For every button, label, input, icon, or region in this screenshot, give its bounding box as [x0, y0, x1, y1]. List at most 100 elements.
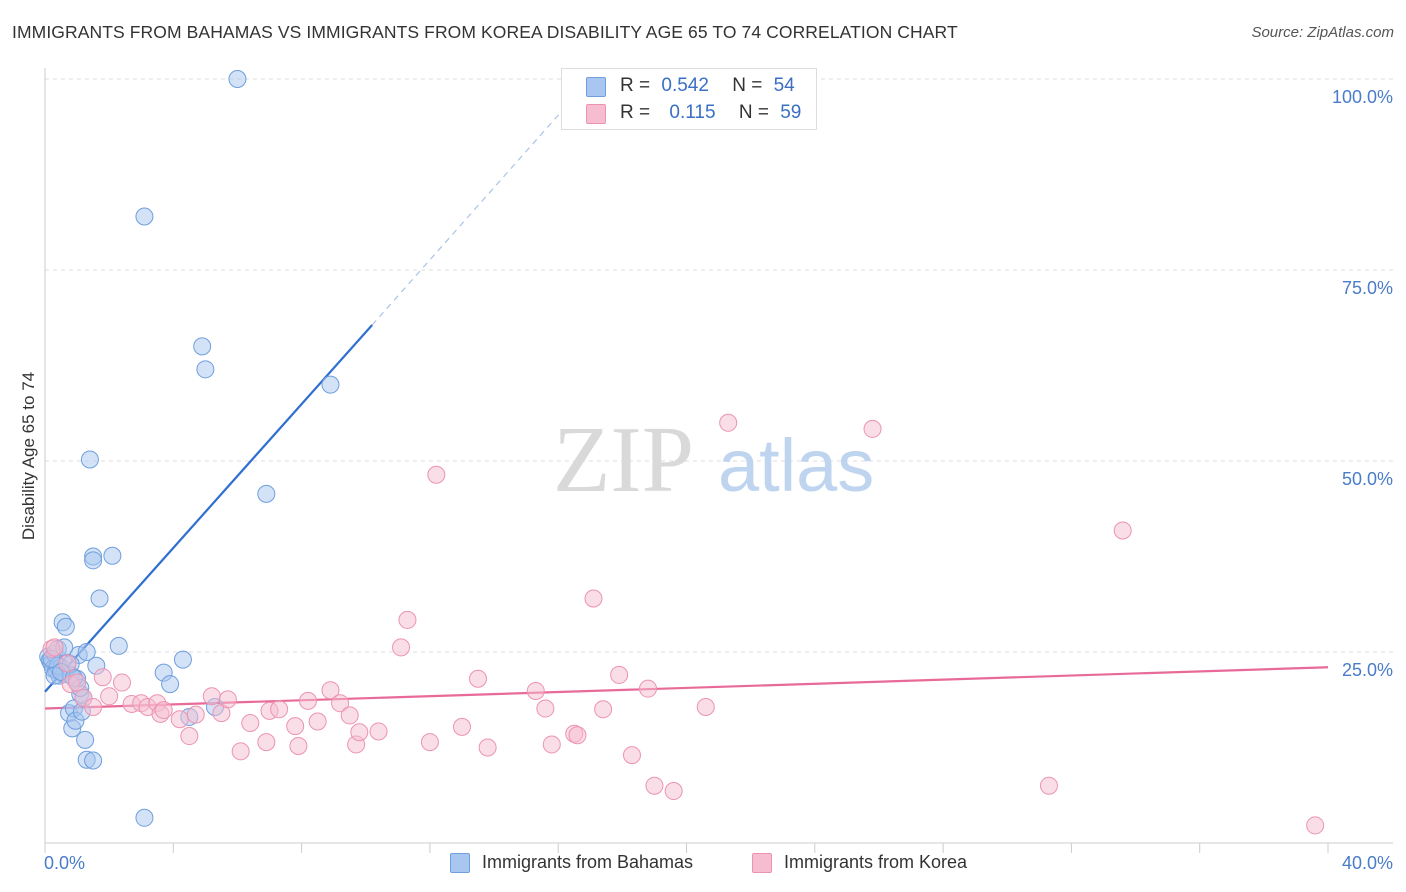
point-korea [231, 742, 250, 761]
bottom-legend-label-korea: Immigrants from Korea [784, 852, 968, 872]
point-korea [1039, 776, 1058, 795]
point-bahamas [193, 337, 212, 356]
point-bahamas [76, 730, 95, 749]
chart-title: IMMIGRANTS FROM BAHAMAS VS IMMIGRANTS FR… [12, 22, 958, 42]
y-tick-label: 75.0% [1342, 278, 1393, 298]
grid-lines [45, 78, 1393, 653]
legend-n-label: N = [732, 75, 763, 96]
point-korea [863, 419, 882, 438]
point-korea [696, 698, 715, 717]
point-korea [241, 714, 260, 733]
trendline-bahamas-extension [371, 78, 591, 326]
x-tick-label: 0.0% [44, 853, 85, 873]
point-korea [45, 638, 64, 657]
point-bahamas [90, 589, 109, 608]
bottom-legend-swatch-korea [752, 853, 772, 873]
legend-n-value-korea: 59 [780, 102, 802, 123]
axes [44, 68, 1393, 853]
point-korea [340, 706, 359, 725]
point-korea [645, 776, 664, 795]
point-korea [58, 654, 77, 673]
point-korea [308, 712, 327, 731]
point-bahamas [196, 360, 215, 379]
point-korea [478, 738, 497, 757]
point-korea [427, 465, 446, 484]
point-korea [1306, 816, 1325, 835]
point-korea [299, 691, 318, 710]
point-korea [289, 736, 308, 755]
bottom-legend-swatch-bahamas [450, 853, 470, 873]
point-korea [594, 700, 613, 719]
point-bahamas [135, 207, 154, 226]
point-korea [93, 668, 112, 687]
point-korea [469, 669, 488, 688]
point-bahamas [77, 643, 96, 661]
point-korea [112, 673, 131, 692]
point-korea [202, 687, 221, 706]
point-korea [270, 700, 289, 719]
point-korea [331, 694, 350, 713]
point-korea [186, 705, 205, 724]
trendline-korea [44, 666, 1329, 710]
trendline-bahamas [44, 324, 373, 693]
y-tick-label: 50.0% [1342, 469, 1393, 489]
legend-swatch-korea [586, 104, 606, 124]
legend-r-value-korea: 0.115 [669, 102, 716, 123]
y-tick-label: 100.0% [1332, 87, 1393, 107]
point-korea [452, 717, 471, 736]
point-korea [100, 687, 119, 706]
point-korea [218, 690, 237, 709]
source-label: Source: ZipAtlas.com [1251, 24, 1394, 41]
trend-lines [44, 78, 1329, 710]
legend-n-value-bahamas: 54 [773, 75, 795, 96]
legend-r-label: R = [620, 102, 651, 123]
point-korea [369, 722, 388, 741]
point-korea [526, 681, 545, 700]
point-korea [568, 726, 587, 745]
point-korea [719, 413, 738, 432]
point-bahamas [56, 617, 75, 636]
point-korea [542, 735, 561, 754]
point-bahamas [80, 450, 99, 469]
watermark-atlas: atlas [718, 424, 874, 507]
point-korea [257, 733, 276, 752]
bottom-legend-label-bahamas: Immigrants from Bahamas [482, 852, 694, 872]
point-korea [536, 699, 555, 718]
point-bahamas [321, 375, 340, 394]
legend-n-label: N = [738, 102, 769, 123]
tick-labels: 25.0% 50.0% 75.0% 100.0% 0.0% 40.0% [44, 87, 1393, 873]
point-bahamas [135, 808, 154, 827]
x-tick-label: 40.0% [1342, 853, 1393, 873]
point-korea [154, 701, 173, 720]
point-korea [610, 665, 629, 684]
point-korea [664, 782, 683, 801]
point-korea [180, 727, 199, 746]
point-korea [350, 723, 369, 742]
point-korea [398, 610, 417, 629]
point-bahamas [173, 650, 192, 669]
point-bahamas [109, 636, 128, 655]
point-korea [286, 717, 305, 736]
y-tick-label: 25.0% [1342, 660, 1393, 680]
point-bahamas [84, 551, 103, 570]
point-bahamas [257, 484, 276, 503]
legend-r-value-bahamas: 0.542 [661, 75, 709, 96]
point-korea [1113, 521, 1132, 540]
point-bahamas [84, 751, 103, 770]
point-korea [584, 589, 603, 608]
y-axis-title: Disability Age 65 to 74 [19, 372, 38, 540]
point-korea [84, 698, 103, 717]
watermark-zip: ZIP [553, 408, 694, 512]
point-korea [622, 746, 641, 765]
point-bahamas [228, 70, 247, 88]
legend-r-label: R = [620, 75, 651, 96]
point-korea [639, 679, 658, 698]
data-points [39, 70, 1325, 835]
watermark: ZIP atlas [553, 408, 874, 512]
point-bahamas [161, 675, 180, 694]
point-korea [170, 710, 189, 729]
point-korea [321, 681, 340, 700]
point-bahamas [103, 546, 122, 565]
point-korea [392, 638, 411, 657]
